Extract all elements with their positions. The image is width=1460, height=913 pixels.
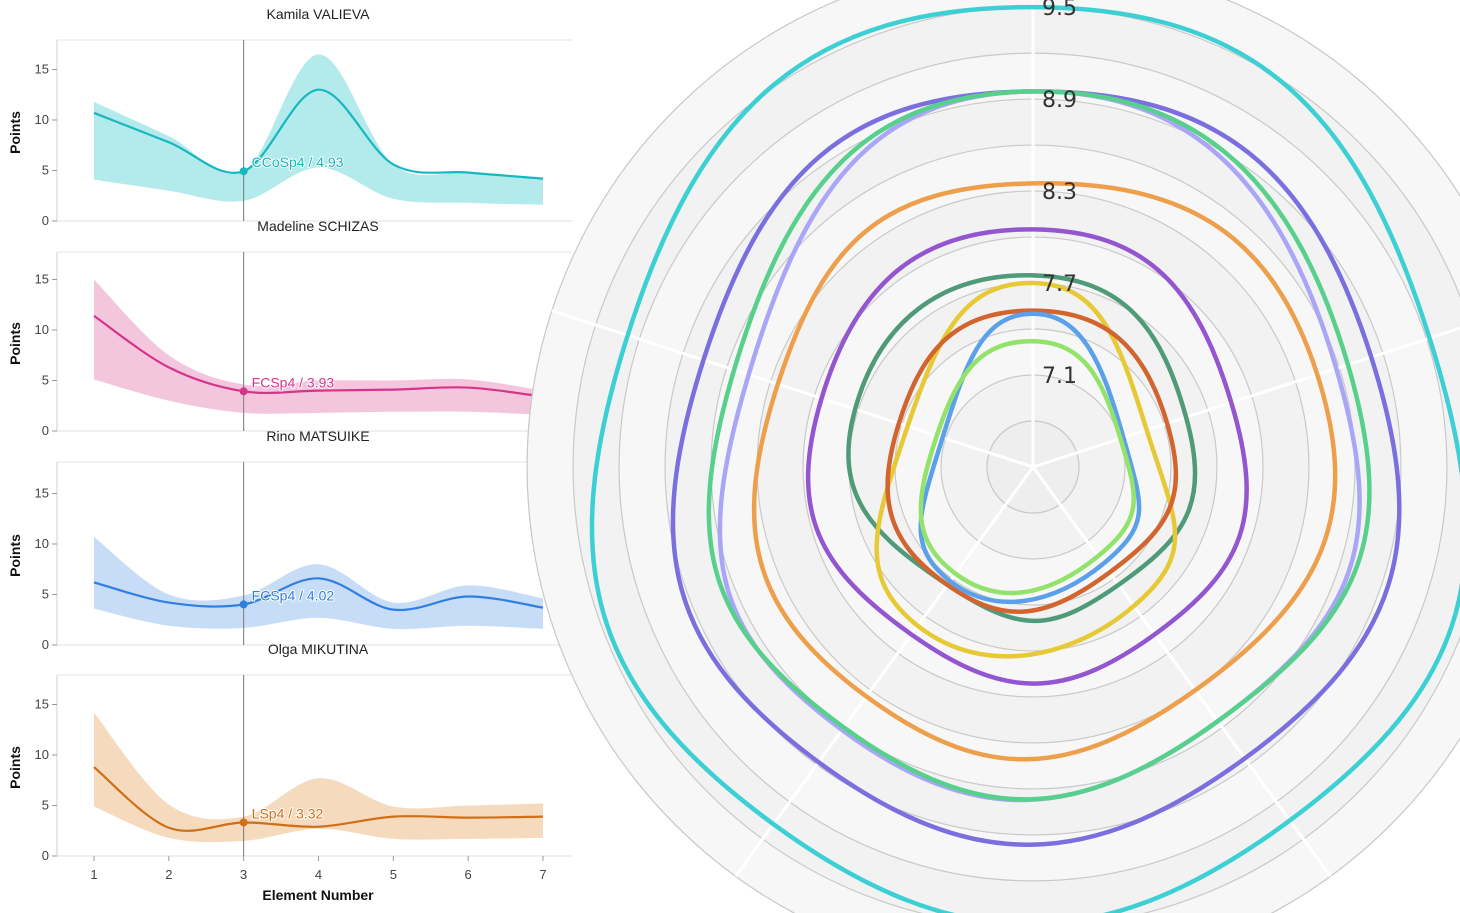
y-tick-label: 5	[42, 373, 49, 388]
y-tick-label: 10	[35, 536, 49, 551]
radar-series-1	[589, 4, 1460, 913]
y-axis-title: Points	[7, 322, 23, 365]
y-tick-label: 5	[42, 587, 49, 602]
highlight-point	[239, 387, 248, 396]
highlight-label: FCSp4 / 3.93	[252, 374, 335, 390]
x-axis: 1 2 3 4 5 6 7 Element Number	[90, 856, 547, 903]
y-tick-label: 10	[35, 322, 49, 337]
x-tick-label: 6	[465, 867, 472, 882]
radar-spoke	[551, 309, 1034, 469]
panel-3: Rino MATSUIKE 0 5 10 15 Points FCSp4 / 4.02	[7, 428, 572, 652]
x-tick-label: 4	[315, 867, 322, 882]
confidence-band	[94, 712, 543, 843]
panel-title: Kamila VALIEVA	[267, 6, 371, 22]
panel-1: Kamila VALIEVA 0 5 10 15 Points CCoSp4 / 4.93	[7, 6, 572, 228]
radar-series-4	[706, 89, 1372, 802]
y-tick-label: 5	[42, 798, 49, 813]
radar-tick-label: 7.1	[1042, 364, 1077, 389]
y-axis-title: Points	[7, 746, 23, 789]
panel-title: Rino MATSUIKE	[266, 428, 369, 444]
radar-spoke	[1032, 326, 1460, 469]
radar-series-9	[885, 308, 1179, 614]
x-axis-title: Element Number	[262, 887, 374, 903]
y-tick-label: 0	[42, 213, 49, 228]
radar-tick-label: 9.5	[1042, 0, 1077, 21]
panel-title: Madeline SCHIZAS	[257, 218, 378, 234]
x-tick-label: 2	[165, 867, 172, 882]
radar-series-11	[918, 339, 1136, 596]
radar-spoke	[1031, 466, 1332, 878]
highlight-point	[239, 818, 248, 827]
y-tick-label: 15	[35, 486, 49, 501]
y-tick-label: 5	[42, 163, 49, 178]
panel-title: Olga MIKUTINA	[268, 641, 369, 657]
radar-series-5	[751, 181, 1338, 762]
radar-chart: 7.17.78.38.99.5Inte	[526, 0, 1460, 913]
y-tick-label: 10	[35, 747, 49, 762]
series-line	[93, 766, 543, 832]
highlight-label: LSp4 / 3.32	[252, 805, 324, 821]
radar-tick-label: 8.9	[1042, 88, 1077, 113]
y-tick-label: 0	[42, 848, 49, 863]
radar-series-10	[918, 311, 1142, 604]
panel-4: Olga MIKUTINA 0 5 10 15 Points LSp4 / 3.32	[7, 641, 572, 863]
radar-tick-label: 8.3	[1042, 180, 1077, 205]
highlight-label: FCSp4 / 4.02	[252, 587, 335, 603]
series-line	[93, 314, 544, 398]
radar-spoke	[734, 466, 1035, 878]
confidence-band	[94, 536, 543, 630]
y-tick-label: 15	[35, 62, 49, 77]
x-tick-label: 7	[539, 867, 546, 882]
highlight-point	[239, 600, 248, 609]
series-line	[93, 577, 544, 612]
radar-series-8	[874, 280, 1178, 659]
radar-series-6	[805, 227, 1249, 686]
y-axis-title: Points	[7, 111, 23, 154]
confidence-band	[94, 54, 543, 205]
radar-series-2	[670, 89, 1402, 847]
series-line	[93, 88, 544, 180]
highlight-label: CCoSp4 / 4.93	[252, 154, 344, 170]
y-tick-label: 15	[35, 272, 49, 287]
radar-series-7	[846, 273, 1198, 624]
confidence-band	[94, 279, 543, 415]
x-tick-label: 5	[390, 867, 397, 882]
y-tick-label: 10	[35, 112, 49, 127]
x-tick-label: 1	[90, 867, 97, 882]
y-axis-title: Points	[7, 534, 23, 577]
y-tick-label: 0	[42, 423, 49, 438]
y-tick-label: 0	[42, 637, 49, 652]
radar-tick-label: 7.7	[1042, 272, 1077, 297]
x-tick-label: 3	[240, 867, 247, 882]
y-tick-label: 15	[35, 697, 49, 712]
panel-2: Madeline SCHIZAS 0 5 10 15 Points FCSp4 / 3.93	[7, 218, 572, 438]
highlight-point	[239, 167, 248, 176]
